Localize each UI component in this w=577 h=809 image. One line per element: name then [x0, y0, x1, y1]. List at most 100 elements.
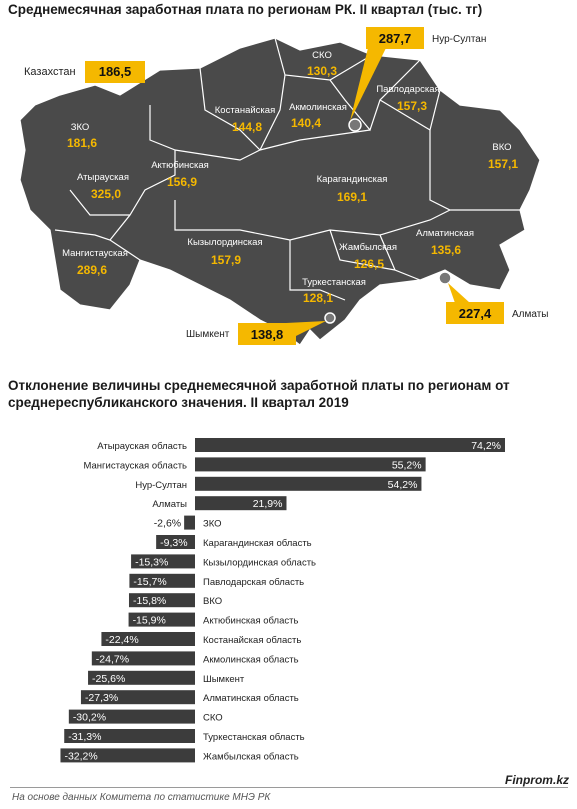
- national-label: Казахстан: [24, 66, 76, 78]
- bar-row: СКО -30,2%: [68, 709, 223, 724]
- bar: [156, 535, 195, 549]
- category-label: Актюбинская область: [203, 616, 298, 627]
- bar: [80, 690, 195, 705]
- bar-row: Шымкент -25,6%: [88, 670, 245, 685]
- bar: [128, 612, 195, 627]
- bar: [68, 709, 195, 724]
- svg-text:Костанайская: Костанайская: [215, 105, 275, 116]
- svg-text:Кызылординская: Кызылординская: [187, 237, 262, 248]
- city-value: 287,7: [379, 31, 412, 46]
- bar-row: Алматы 21,9%: [152, 496, 287, 511]
- region-zko: ЗКО 181,6: [67, 122, 97, 150]
- svg-text:181,6: 181,6: [67, 136, 97, 150]
- value-label: -15,3%: [135, 556, 168, 568]
- svg-text:Жамбылская: Жамбылская: [339, 242, 397, 253]
- value-label: 55,2%: [392, 459, 422, 471]
- bar: [131, 554, 195, 569]
- region-kostanay: Костанайская 144,8: [215, 105, 275, 134]
- svg-text:169,1: 169,1: [337, 190, 367, 204]
- category-label: СКО: [203, 713, 223, 724]
- svg-text:ЗКО: ЗКО: [71, 122, 90, 133]
- city-value: 138,8: [251, 327, 284, 342]
- city-name: Нур-Султан: [432, 34, 486, 45]
- bar-row: Кызылординская область -15,3%: [131, 554, 316, 569]
- category-label: Алматы: [152, 499, 187, 510]
- category-label: Карагандинская область: [203, 538, 312, 549]
- city-almaty: 227,4 Алматы: [438, 271, 549, 324]
- svg-text:157,1: 157,1: [488, 157, 518, 171]
- category-label: Туркестанская область: [203, 732, 305, 743]
- value-label: 54,2%: [388, 479, 418, 491]
- bar-row: Атырауская область 74,2%: [97, 438, 505, 452]
- svg-text:Атырауская: Атырауская: [77, 172, 129, 183]
- region-atyrau: Атырауская 325,0: [77, 172, 129, 201]
- bar-row: Карагандинская область -9,3%: [156, 535, 312, 549]
- value-label: -9,3%: [160, 537, 187, 549]
- bar: [64, 729, 195, 743]
- bar: [195, 438, 505, 452]
- category-label: Мангистауская область: [84, 460, 188, 471]
- svg-text:157,3: 157,3: [397, 99, 427, 113]
- region-borders: [54, 37, 520, 301]
- city-marker: [348, 118, 362, 132]
- category-label: Жамбылская область: [203, 751, 299, 762]
- callout-pointer: [448, 283, 470, 303]
- svg-text:144,8: 144,8: [232, 120, 262, 134]
- region-vko: ВКО 157,1: [488, 142, 518, 171]
- bar-row: Актюбинская область -15,9%: [128, 612, 298, 627]
- region-mangystau: Мангистауская 289,6: [62, 248, 128, 277]
- value-label: -24,7%: [96, 653, 129, 665]
- value-label: -22,4%: [105, 634, 138, 646]
- region-value: 130,3: [307, 64, 337, 78]
- city-value: 227,4: [459, 306, 492, 321]
- category-label: ВКО: [203, 596, 222, 607]
- callout-box: [446, 302, 504, 324]
- value-label: -32,2%: [64, 750, 97, 762]
- city-nur-sultan: 287,7 Нур-Султан: [348, 27, 486, 132]
- region-aktobe: Актюбинская 156,9: [151, 160, 209, 189]
- bar-row: Павлодарская область -15,7%: [129, 573, 304, 588]
- value-label: -30,2%: [73, 712, 106, 724]
- value-label: -31,3%: [68, 731, 101, 743]
- svg-text:157,9: 157,9: [211, 253, 241, 267]
- category-label: Павлодарская область: [203, 577, 304, 588]
- bar: [60, 748, 196, 763]
- category-label: Алматинская область: [203, 693, 299, 704]
- footer-divider: [10, 787, 568, 788]
- bar-row: Костанайская область -22,4%: [101, 632, 301, 646]
- category-label: Кызылординская область: [203, 557, 316, 568]
- source-note: На основе данных Комитета по статистике …: [12, 792, 271, 803]
- category-label: ЗКО: [203, 519, 222, 530]
- callout-pointer: [350, 48, 386, 121]
- region-karaganda: Карагандинская 169,1: [317, 174, 388, 204]
- value-label: 21,9%: [253, 498, 283, 510]
- svg-text:135,6: 135,6: [431, 243, 461, 257]
- value-label: -2,6%: [154, 518, 181, 530]
- category-label: Акмолинская область: [203, 654, 299, 665]
- value-label: -27,3%: [85, 692, 118, 704]
- value-label: -15,7%: [133, 576, 166, 588]
- national-value: 186,5: [85, 61, 145, 83]
- bar: [128, 593, 195, 608]
- city-marker: [324, 312, 336, 324]
- svg-text:140,4: 140,4: [291, 116, 321, 130]
- bar-row: Туркестанская область -31,3%: [64, 729, 305, 743]
- bar: [195, 496, 287, 511]
- callout-box: [366, 27, 424, 49]
- region-sko: СКО 130,3: [307, 50, 337, 78]
- category-label: Нур-Султан: [135, 480, 187, 491]
- callout-box: [238, 323, 296, 345]
- region-akmola: Акмолинская 140,4: [289, 102, 347, 130]
- bar-row: Нур-Султан 54,2%: [135, 476, 422, 491]
- city-name: Алматы: [512, 309, 549, 320]
- bar-row: Акмолинская область -24,7%: [91, 651, 299, 666]
- bar: [184, 515, 195, 530]
- value-label: 74,2%: [471, 440, 501, 452]
- bar-row: Алматинская область -27,3%: [80, 690, 299, 705]
- city-marker: [438, 271, 452, 285]
- bar: [91, 651, 195, 666]
- bar-row: Жамбылская область -32,2%: [60, 748, 299, 763]
- city-name: Шымкент: [186, 329, 230, 340]
- city-shymkent: 138,8 Шымкент: [186, 312, 336, 345]
- bar: [195, 476, 422, 491]
